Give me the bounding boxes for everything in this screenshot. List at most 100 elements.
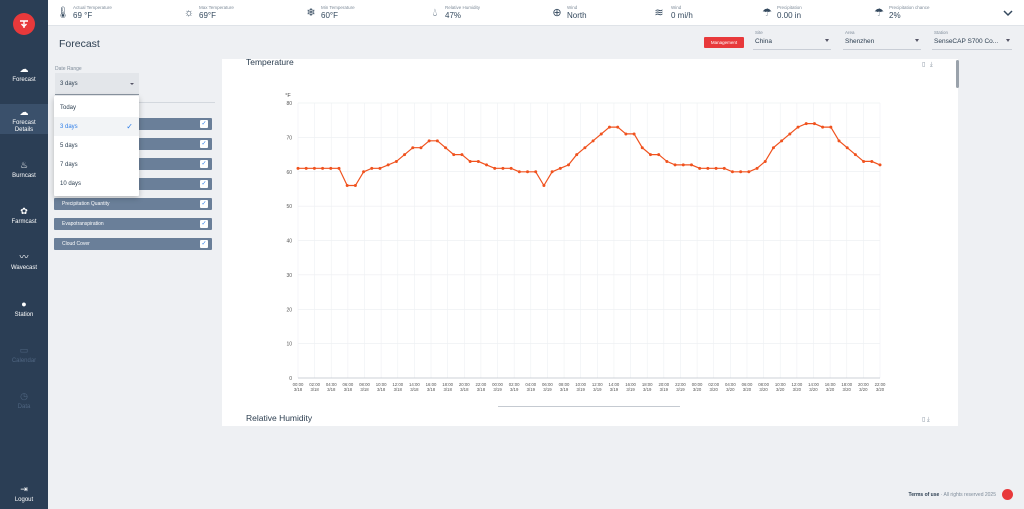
temperature-data-point <box>640 146 644 150</box>
temperature-data-point <box>435 139 439 143</box>
variable-label: Evapotranspiration <box>62 221 104 227</box>
date-range-select[interactable]: 3 days <box>55 73 139 95</box>
x-tick-label: 02:00 <box>708 382 719 387</box>
copyright-text: All rights reserved 2025 <box>943 492 996 498</box>
x-tick-label: 02:00 <box>309 382 320 387</box>
option-label: 5 days <box>60 143 78 149</box>
stat-value: 0 mi/h <box>671 11 693 20</box>
chevron-down-icon[interactable] <box>1002 7 1014 19</box>
horizontal-scrollbar[interactable] <box>498 406 680 407</box>
variable-label: Precipitation Quantity <box>62 201 110 207</box>
temperature-data-point <box>845 146 849 150</box>
download-icon[interactable]: ⤓ <box>926 417 930 423</box>
x-tick-label: 20:00 <box>459 382 470 387</box>
caret-down-icon <box>825 39 829 42</box>
brand-logo[interactable] <box>13 13 35 35</box>
x-tick-label: 18:00 <box>442 382 453 387</box>
date-range-option[interactable]: 3 days ✓ <box>54 117 139 136</box>
temperature-data-point <box>689 163 693 167</box>
sidebar-item-forecast-details[interactable]: ☁ Forecast Details <box>0 104 48 134</box>
caret-down-icon <box>915 39 919 42</box>
x-tick-label: 3/18 <box>294 387 303 392</box>
y-tick-label: 30 <box>286 273 292 279</box>
x-tick-label: 12:00 <box>392 382 403 387</box>
checkbox-checked-icon[interactable]: ✓ <box>200 160 208 168</box>
date-range-option[interactable]: 5 days <box>54 136 139 155</box>
temperature-data-point <box>312 166 316 170</box>
sidebar-item-logout[interactable]: ⇥ Logout <box>0 484 48 504</box>
calendar-icon: ▭ <box>19 345 29 355</box>
x-tick-label: 18:00 <box>841 382 852 387</box>
y-tick-label: 20 <box>286 307 292 313</box>
checkbox-checked-icon[interactable]: ✓ <box>200 220 208 228</box>
sidebar-item-burncast[interactable]: ♨ Burncast <box>0 160 48 180</box>
temperature-data-point <box>780 139 784 143</box>
sidebar-item-wavecast[interactable]: 〰 Wavecast <box>0 252 48 272</box>
sidebar-item-label: Wavecast <box>10 265 38 271</box>
management-button[interactable]: Management <box>704 37 744 48</box>
temperature-data-point <box>411 146 415 150</box>
sidebar-item-station[interactable]: ● Station <box>0 299 48 319</box>
temperature-data-point <box>370 166 374 170</box>
temperature-data-point <box>509 166 513 170</box>
station-select[interactable]: Station SenseCAP S700 Co... <box>932 30 1012 50</box>
x-tick-label: 3/19 <box>576 387 585 392</box>
humidity-chart-actions: ▯ ⤓ <box>922 416 930 424</box>
download-icon[interactable]: ⤓ <box>930 62 933 68</box>
temperature-data-point <box>321 166 325 170</box>
date-range-option[interactable]: 10 days <box>54 174 139 193</box>
area-select[interactable]: Area Shenzhen <box>843 30 921 50</box>
y-tick-label: 40 <box>286 239 292 245</box>
variable-toggle-cloud-cover[interactable]: Cloud Cover ✓ <box>54 238 212 250</box>
sidebar-item-forecast[interactable]: ☁ Forecast <box>0 64 48 84</box>
temperature-data-point <box>452 153 456 157</box>
x-tick-label: 3/19 <box>643 387 652 392</box>
x-tick-label: 22:00 <box>476 382 487 387</box>
checkbox-checked-icon[interactable]: ✓ <box>200 120 208 128</box>
wave-icon: 〰 <box>19 252 29 262</box>
temperature-data-point <box>706 166 710 170</box>
temperature-data-point <box>501 166 505 170</box>
option-label: Today <box>60 105 77 111</box>
x-tick-label: 3/18 <box>377 387 386 392</box>
temperature-data-point <box>796 125 800 129</box>
variable-toggle-precipitation-quantity[interactable]: Precipitation Quantity ✓ <box>54 198 212 210</box>
checkbox-checked-icon[interactable]: ✓ <box>200 140 208 148</box>
terms-of-use-link[interactable]: Terms of use <box>908 492 940 498</box>
chart-title: Temperature <box>246 57 294 67</box>
y-axis-label: °F <box>285 93 291 99</box>
document-icon[interactable]: ▯ <box>922 62 926 68</box>
x-tick-label: 3/18 <box>460 387 469 392</box>
x-tick-label: 3/18 <box>310 387 319 392</box>
date-range-option[interactable]: Today <box>54 98 139 117</box>
x-tick-label: 3/18 <box>394 387 403 392</box>
vertical-scrollbar[interactable] <box>956 60 959 88</box>
caret-down-icon <box>1006 39 1010 42</box>
date-range-option[interactable]: 7 days <box>54 155 139 174</box>
sidebar-item-label: Forecast <box>12 77 36 83</box>
checkbox-checked-icon[interactable]: ✓ <box>200 240 208 248</box>
x-tick-label: 3/20 <box>793 387 802 392</box>
checkbox-checked-icon[interactable]: ✓ <box>200 200 208 208</box>
variable-toggle-evapotranspiration[interactable]: Evapotranspiration ✓ <box>54 218 212 230</box>
x-tick-label: 3/19 <box>593 387 602 392</box>
site-select[interactable]: Site China <box>753 30 831 50</box>
sidebar-item-farmcast[interactable]: ✿ Farmcast <box>0 206 48 226</box>
temperature-chart-card: Temperature ▯ ⤓ 0 10 20 30 40 50 60 70 80 °F 00:00 3… <box>222 57 958 426</box>
select-label: Area <box>845 30 855 35</box>
x-tick-label: 3/20 <box>826 387 835 392</box>
checkbox-checked-icon[interactable]: ✓ <box>200 180 208 188</box>
stat-label: Wind <box>671 5 682 10</box>
x-tick-label: 00:00 <box>692 382 703 387</box>
document-icon[interactable]: ▯ <box>922 417 926 423</box>
stat-label: Relative Humidity <box>445 5 481 10</box>
temperature-data-point <box>526 170 530 174</box>
x-tick-label: 3/20 <box>710 387 719 392</box>
x-tick-label: 3/19 <box>610 387 619 392</box>
select-value: SenseCAP S700 Co... <box>934 38 999 45</box>
temperature-data-point <box>427 139 431 143</box>
footer-separator: · <box>940 492 944 498</box>
temperature-data-point <box>394 159 398 163</box>
footer: Terms of use · All rights reserved 2025 <box>909 492 996 498</box>
chart-actions: ▯ ⤓ <box>922 61 940 69</box>
